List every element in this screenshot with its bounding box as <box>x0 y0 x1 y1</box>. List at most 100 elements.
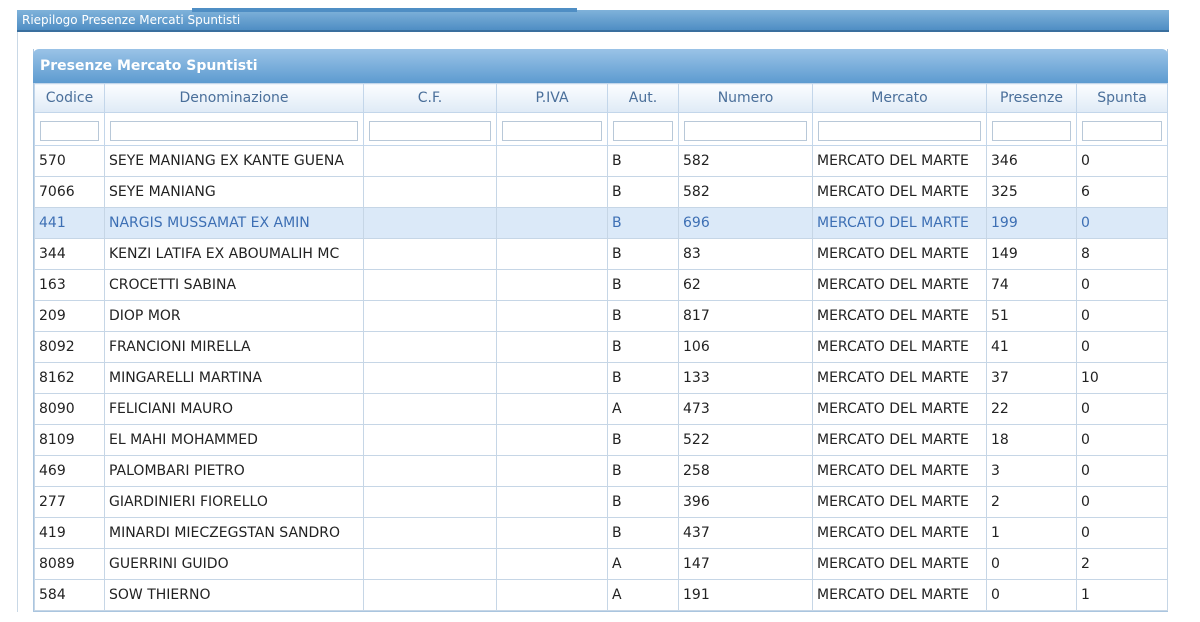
table-row[interactable]: 8089 GUERRINI GUIDO A 147 MERCATO DEL MARTE 0… <box>34 548 1168 580</box>
cell-mercato: MERCATO DEL MARTE <box>812 362 987 394</box>
cell-aut: B <box>607 145 679 177</box>
column-header-aut[interactable]: Aut. <box>607 83 679 113</box>
column-header-piva[interactable]: P.IVA <box>496 83 608 113</box>
column-header-numero[interactable]: Numero <box>678 83 813 113</box>
cell-mercato: MERCATO DEL MARTE <box>812 424 987 456</box>
cell-piva <box>496 517 608 549</box>
cell-aut: A <box>607 548 679 580</box>
filter-input-denominazione[interactable] <box>110 120 358 141</box>
table-row[interactable]: 163 CROCETTI SABINA B 62 MERCATO DEL MARTE 74… <box>34 269 1168 301</box>
cell-denominazione: SOW THIERNO <box>104 579 364 611</box>
cell-denominazione: EL MAHI MOHAMMED <box>104 424 364 456</box>
filter-input-aut[interactable] <box>613 120 673 141</box>
cell-denominazione: MINARDI MIECZEGSTAN SANDRO <box>104 517 364 549</box>
grid-body: 570 SEYE MANIANG EX KANTE GUENA B 582 MERCAT… <box>34 145 1168 611</box>
cell-mercato: MERCATO DEL MARTE <box>812 145 987 177</box>
filter-input-cf[interactable] <box>369 120 491 141</box>
cell-aut: B <box>607 300 679 332</box>
cell-cf <box>363 393 497 425</box>
filter-input-mercato[interactable] <box>818 120 981 141</box>
table-row[interactable]: 8090 FELICIANI MAURO A 473 MERCATO DEL MARTE… <box>34 393 1168 425</box>
table-row[interactable]: 7066 SEYE MANIANG B 582 MERCATO DEL MARTE 325… <box>34 176 1168 208</box>
cell-piva <box>496 424 608 456</box>
cell-codice: 441 <box>34 207 105 239</box>
cell-aut: B <box>607 424 679 456</box>
column-header-spunta[interactable]: Spunta <box>1076 83 1168 113</box>
filter-cell <box>496 112 608 146</box>
filter-input-spunta[interactable] <box>1082 120 1162 141</box>
cell-presenze: 0 <box>986 548 1077 580</box>
filter-cell <box>678 112 813 146</box>
window-title: Riepilogo Presenze Mercati Spuntisti <box>22 13 241 27</box>
left-border <box>17 32 18 612</box>
table-row[interactable]: 584 SOW THIERNO A 191 MERCATO DEL MARTE 0 1 <box>34 579 1168 611</box>
filter-cell <box>363 112 497 146</box>
cell-codice: 209 <box>34 300 105 332</box>
cell-numero: 817 <box>678 300 813 332</box>
cell-mercato: MERCATO DEL MARTE <box>812 455 987 487</box>
cell-presenze: 2 <box>986 486 1077 518</box>
table-row[interactable]: 277 GIARDINIERI FIORELLO B 396 MERCATO DEL M… <box>34 486 1168 518</box>
cell-denominazione: FELICIANI MAURO <box>104 393 364 425</box>
cell-cf <box>363 331 497 363</box>
cell-cf <box>363 207 497 239</box>
table-row[interactable]: 209 DIOP MOR B 817 MERCATO DEL MARTE 51 0 <box>34 300 1168 332</box>
table-row[interactable]: 441 NARGIS MUSSAMAT EX AMIN B 696 MERCATO DE… <box>34 207 1168 239</box>
cell-numero: 258 <box>678 455 813 487</box>
filter-input-numero[interactable] <box>684 120 807 141</box>
window-tab[interactable]: Riepilogo Presenze Mercati Spuntisti <box>17 8 1169 32</box>
filter-row <box>34 112 1168 146</box>
cell-spunta: 0 <box>1076 145 1168 177</box>
cell-presenze: 199 <box>986 207 1077 239</box>
cell-piva <box>496 331 608 363</box>
cell-piva <box>496 300 608 332</box>
cell-mercato: MERCATO DEL MARTE <box>812 238 987 270</box>
cell-spunta: 0 <box>1076 424 1168 456</box>
cell-spunta: 0 <box>1076 269 1168 301</box>
column-header-mercato[interactable]: Mercato <box>812 83 987 113</box>
cell-presenze: 346 <box>986 145 1077 177</box>
table-row[interactable]: 8109 EL MAHI MOHAMMED B 522 MERCATO DEL MART… <box>34 424 1168 456</box>
table-row[interactable]: 570 SEYE MANIANG EX KANTE GUENA B 582 MERCAT… <box>34 145 1168 177</box>
filter-input-codice[interactable] <box>40 120 99 141</box>
cell-cf <box>363 300 497 332</box>
table-row[interactable]: 8092 FRANCIONI MIRELLA B 106 MERCATO DEL MAR… <box>34 331 1168 363</box>
cell-cf <box>363 548 497 580</box>
column-header-denominazione[interactable]: Denominazione <box>104 83 364 113</box>
cell-mercato: MERCATO DEL MARTE <box>812 548 987 580</box>
cell-presenze: 325 <box>986 176 1077 208</box>
cell-piva <box>496 176 608 208</box>
cell-piva <box>496 548 608 580</box>
cell-presenze: 1 <box>986 517 1077 549</box>
cell-piva <box>496 579 608 611</box>
cell-denominazione: FRANCIONI MIRELLA <box>104 331 364 363</box>
cell-spunta: 0 <box>1076 331 1168 363</box>
cell-codice: 7066 <box>34 176 105 208</box>
table-row[interactable]: 469 PALOMBARI PIETRO B 258 MERCATO DEL MARTE… <box>34 455 1168 487</box>
table-row[interactable]: 419 MINARDI MIECZEGSTAN SANDRO B 437 MERCATO… <box>34 517 1168 549</box>
column-header-codice[interactable]: Codice <box>34 83 105 113</box>
tab-strip <box>192 8 577 12</box>
attendance-panel: Presenze Mercato Spuntisti Codice Denomi… <box>33 49 1168 612</box>
header-row: Codice Denominazione C.F. P.IVA Aut. Num… <box>34 83 1168 113</box>
table-row[interactable]: 344 KENZI LATIFA EX ABOUMALIH MC B 83 MERCAT… <box>34 238 1168 270</box>
filter-input-piva[interactable] <box>502 120 602 141</box>
cell-aut: B <box>607 176 679 208</box>
table-row[interactable]: 8162 MINGARELLI MARTINA B 133 MERCATO DEL MA… <box>34 362 1168 394</box>
cell-spunta: 6 <box>1076 176 1168 208</box>
cell-aut: B <box>607 362 679 394</box>
cell-mercato: MERCATO DEL MARTE <box>812 207 987 239</box>
panel-header: Presenze Mercato Spuntisti <box>33 49 1168 83</box>
cell-numero: 106 <box>678 331 813 363</box>
cell-spunta: 2 <box>1076 548 1168 580</box>
cell-codice: 8109 <box>34 424 105 456</box>
cell-numero: 191 <box>678 579 813 611</box>
cell-cf <box>363 238 497 270</box>
cell-codice: 344 <box>34 238 105 270</box>
cell-codice: 8092 <box>34 331 105 363</box>
column-header-cf[interactable]: C.F. <box>363 83 497 113</box>
cell-spunta: 0 <box>1076 455 1168 487</box>
filter-input-presenze[interactable] <box>992 120 1071 141</box>
column-header-presenze[interactable]: Presenze <box>986 83 1077 113</box>
cell-mercato: MERCATO DEL MARTE <box>812 176 987 208</box>
